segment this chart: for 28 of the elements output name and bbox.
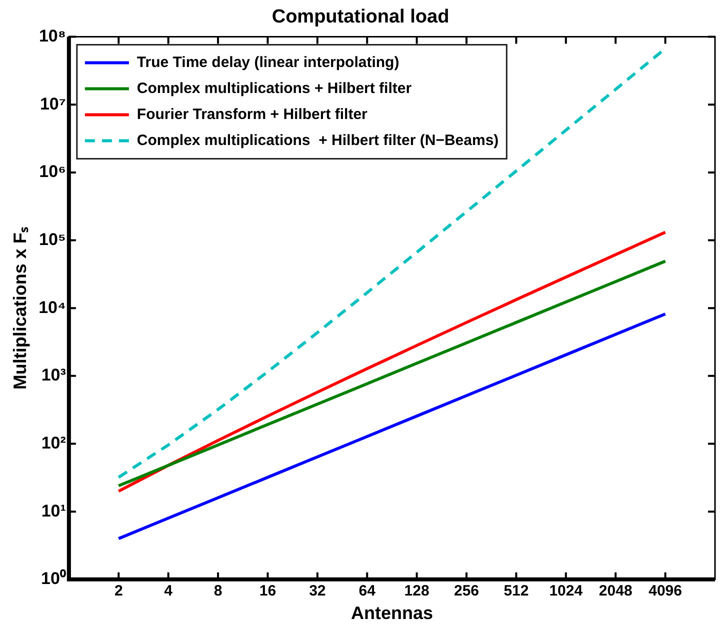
y-tick-label: 10⁶ [39,162,66,182]
x-tick-label: 4096 [648,582,682,600]
x-tick-label: 4 [164,582,174,600]
legend-label: Fourier Transform + Hilbert filter [136,106,368,123]
y-tick-label: 10² [41,433,66,452]
y-tick-label: 10³ [41,366,66,385]
y-tick-label: 10⁵ [39,230,66,249]
x-tick-label: 1024 [549,582,584,600]
legend-label: Complex multiplications + Hilbert filter [136,80,412,97]
legend-label: Complex multiplications + Hilbert filter (N−Beams) [136,132,499,149]
x-tick-label: 16 [259,582,276,600]
x-axis-title: Antennas [350,603,433,624]
x-tick-label: 512 [504,582,529,600]
x-tick-label: 32 [309,582,326,600]
legend-label: True Time delay (linear interpolating) [136,54,400,71]
x-tick-label: 128 [404,582,430,600]
y-tick-label: 10⁰ [40,569,66,588]
x-tick-label: 64 [358,582,376,600]
y-tick-label: 10¹ [41,501,66,520]
x-tick-label: 256 [454,582,480,600]
y-tick-label: 10⁷ [40,94,66,114]
chart-title: Computational load [272,6,450,28]
y-axis-title: Multiplications x Fₛ [10,226,30,390]
x-tick-label: 2048 [598,582,632,600]
y-tick-label: 10⁴ [38,298,66,317]
x-tick-label: 2 [114,582,123,600]
x-tick-label: 8 [214,582,222,600]
y-tick-label: 10⁸ [38,26,66,46]
